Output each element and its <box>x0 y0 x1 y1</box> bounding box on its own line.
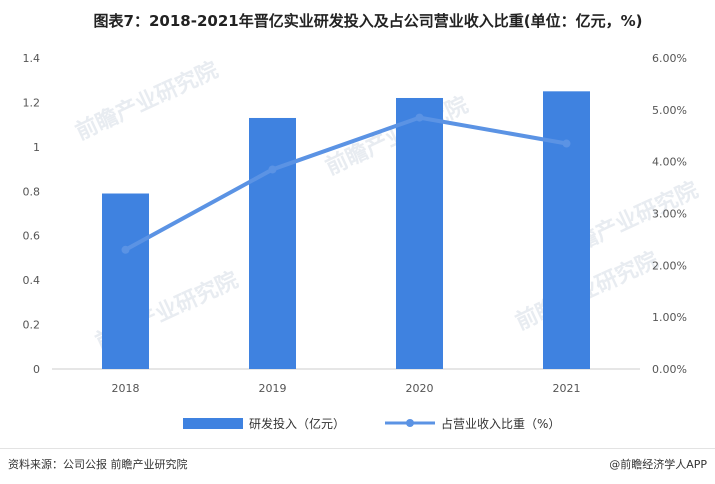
x-tick-label: 2018 <box>112 382 140 395</box>
chart-title: 图表7：2018-2021年晋亿实业研发投入及占公司营业收入比重(单位：亿元，%… <box>93 12 643 30</box>
y-left-tick-label: 1 <box>33 141 40 154</box>
y-axis-right: 0.00% 1.00% 2.00% 3.00% 4.00% 5.00% 6.00% <box>652 52 687 376</box>
y-right-tick-label: 4.00% <box>652 156 687 169</box>
x-tick-label: 2021 <box>553 382 581 395</box>
legend-line-label: 占营业收入比重（%） <box>441 416 560 431</box>
y-left-tick-label: 1.4 <box>23 52 41 65</box>
bar-2021 <box>543 91 590 370</box>
bar-series <box>102 91 590 370</box>
bar-2019 <box>249 117 296 369</box>
bar-2020 <box>396 97 443 369</box>
y-right-tick-label: 0.00% <box>652 363 687 376</box>
y-left-tick-label: 0.2 <box>23 319 41 332</box>
watermark-group: 前瞻产业研究院 前瞻产业研究院 前瞻产业研究院 前瞻产业研究院 前瞻产业研究院 <box>72 57 703 356</box>
y-right-tick-label: 2.00% <box>652 259 687 272</box>
brand-label: @前瞻经济学人APP <box>609 458 707 471</box>
legend-bar-label: 研发投入（亿元） <box>249 416 345 431</box>
x-axis-ticks: 2018 2019 2020 2021 <box>112 382 581 395</box>
y-left-tick-label: 1.2 <box>23 96 41 109</box>
legend-bar-swatch <box>183 418 243 429</box>
watermark-logo: 前瞻产业研究院 <box>72 57 223 146</box>
y-right-tick-label: 6.00% <box>652 52 687 65</box>
y-right-tick-label: 3.00% <box>652 208 687 221</box>
legend: 研发投入（亿元） 占营业收入比重（%） <box>183 416 560 431</box>
line-series <box>121 113 571 254</box>
line-path <box>124 115 567 252</box>
legend-line-marker <box>406 419 414 427</box>
y-left-tick-label: 0.6 <box>23 230 41 243</box>
y-right-tick-label: 1.00% <box>652 311 687 324</box>
line-point-2020 <box>415 113 424 122</box>
x-tick-label: 2020 <box>406 382 434 395</box>
line-point-2021 <box>562 139 571 148</box>
line-point-2018 <box>121 245 130 254</box>
source-note: 资料来源：公司公报 前瞻产业研究院 <box>8 458 188 471</box>
bar-2018 <box>102 193 149 369</box>
y-axis-left: 0 0.2 0.4 0.6 0.8 1 1.2 1.4 <box>23 52 41 376</box>
footer-divider <box>0 448 715 449</box>
y-left-tick-label: 0.4 <box>23 274 41 287</box>
y-right-tick-label: 5.00% <box>652 104 687 117</box>
line-point-2019 <box>268 165 277 174</box>
y-left-tick-label: 0.8 <box>23 185 41 198</box>
x-tick-label: 2019 <box>259 382 287 395</box>
y-left-tick-label: 0 <box>33 363 40 376</box>
